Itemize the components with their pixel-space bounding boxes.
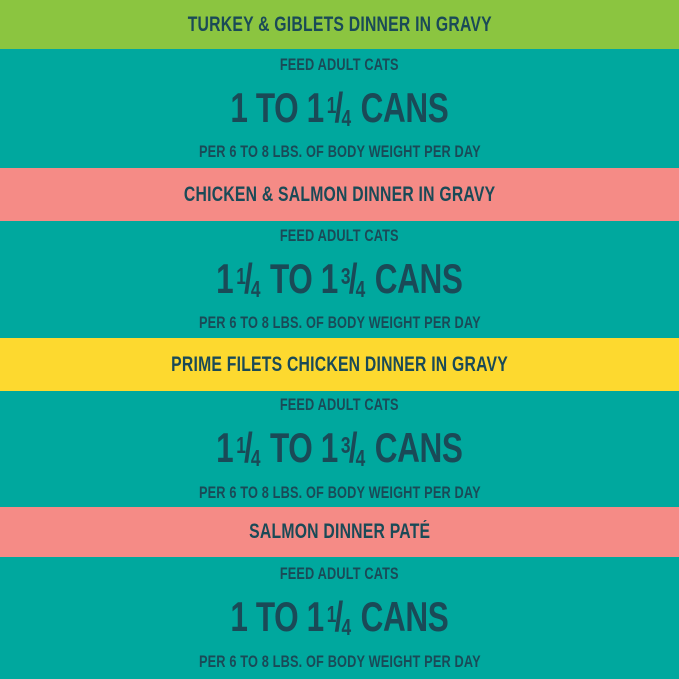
product-title: PRIME FILETS CHICKEN DINNER IN GRAVY — [171, 352, 508, 376]
per-weight-label: PER 6 TO 8 LBS. OF BODY WEIGHT PER DAY — [198, 651, 481, 671]
per-line: PER 6 TO 8 LBS. OF BODY WEIGHT PER DAY — [152, 483, 528, 503]
feed-line: FEED ADULT CATS — [260, 564, 419, 584]
product-title-band: PRIME FILETS CHICKEN DINNER IN GRAVY — [0, 338, 679, 391]
product-section-prime-filets-chicken: PRIME FILETS CHICKEN DINNER IN GRAVY FEE… — [0, 338, 679, 507]
product-title-band: TURKEY & GIBLETS DINNER IN GRAVY — [0, 0, 679, 49]
product-section-turkey-giblets: TURKEY & GIBLETS DINNER IN GRAVY FEED AD… — [0, 0, 679, 168]
per-line: PER 6 TO 8 LBS. OF BODY WEIGHT PER DAY — [152, 652, 528, 672]
product-title: SALMON DINNER PATÉ — [248, 520, 431, 543]
per-line: PER 6 TO 8 LBS. OF BODY WEIGHT PER DAY — [152, 142, 528, 162]
product-section-salmon-pate: SALMON DINNER PATÉ FEED ADULT CATS 1 TO … — [0, 507, 679, 679]
cans-amount: 1 TO 1 1/4 CANS — [230, 83, 449, 132]
cans-amount: 1 TO 1 1/4 CANS — [230, 593, 449, 641]
feed-adult-cats-label: FEED ADULT CATS — [280, 54, 399, 74]
product-title: TURKEY & GIBLETS DINNER IN GRAVY — [187, 12, 492, 36]
product-title-band: SALMON DINNER PATÉ — [0, 507, 679, 557]
amount-line: 1 1/4 TO 1 3/4 CANS — [175, 254, 504, 303]
feed-line: FEED ADULT CATS — [260, 395, 419, 415]
amount-line: 1 TO 1 1/4 CANS — [194, 596, 485, 639]
feeding-info: FEED ADULT CATS 1 1/4 TO 1 3/4 CANS PER 6 … — [0, 221, 679, 338]
feeding-info: FEED ADULT CATS 1 TO 1 1/4 CANS PER 6 TO … — [0, 557, 679, 679]
per-weight-label: PER 6 TO 8 LBS. OF BODY WEIGHT PER DAY — [198, 313, 481, 333]
product-title-band: CHICKEN & SALMON DINNER IN GRAVY — [0, 168, 679, 221]
product-title: CHICKEN & SALMON DINNER IN GRAVY — [183, 182, 496, 206]
feeding-info: FEED ADULT CATS 1 1/4 TO 1 3/4 CANS PER 6 … — [0, 391, 679, 507]
feed-adult-cats-label: FEED ADULT CATS — [280, 225, 399, 245]
per-weight-label: PER 6 TO 8 LBS. OF BODY WEIGHT PER DAY — [198, 482, 481, 502]
feed-adult-cats-label: FEED ADULT CATS — [280, 564, 399, 584]
per-weight-label: PER 6 TO 8 LBS. OF BODY WEIGHT PER DAY — [198, 142, 481, 162]
amount-line: 1 1/4 TO 1 3/4 CANS — [175, 427, 504, 470]
amount-line: 1 TO 1 1/4 CANS — [194, 83, 485, 132]
cans-amount: 1 1/4 TO 1 3/4 CANS — [216, 254, 463, 303]
feeding-info: FEED ADULT CATS 1 TO 1 1/4 CANS PER 6 TO … — [0, 49, 679, 168]
cans-amount: 1 1/4 TO 1 3/4 CANS — [216, 424, 463, 472]
feed-adult-cats-label: FEED ADULT CATS — [280, 395, 399, 415]
feed-line: FEED ADULT CATS — [260, 55, 419, 75]
product-section-chicken-salmon: CHICKEN & SALMON DINNER IN GRAVY FEED AD… — [0, 168, 679, 338]
per-line: PER 6 TO 8 LBS. OF BODY WEIGHT PER DAY — [152, 313, 528, 333]
feed-line: FEED ADULT CATS — [260, 226, 419, 246]
